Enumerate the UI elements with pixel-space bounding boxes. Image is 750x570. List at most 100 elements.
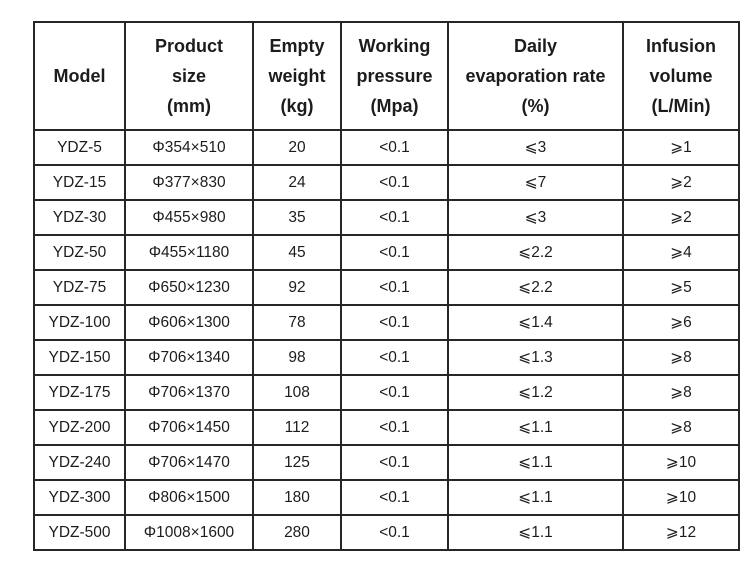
cell-empty-weight: 280 — [252, 514, 342, 551]
cell-working-pressure: <0.1 — [340, 374, 449, 411]
cell-empty-weight: 78 — [252, 304, 342, 341]
header-line: (L/Min) — [651, 96, 711, 116]
header-line: size — [171, 66, 207, 86]
product-spec-table: Model Product size (mm) Empty weight (kg… — [33, 21, 740, 551]
table-row: YDZ-150 Φ706×1340 98 <0.1 ⩽1.3 ⩾8 — [33, 339, 740, 376]
cell-product-size: Φ377×830 — [124, 164, 254, 201]
cell-infusion-volume: ⩾5 — [622, 269, 740, 306]
col-header-working-pressure: Working pressure (Mpa) — [340, 21, 449, 131]
cell-daily-evaporation-rate: ⩽1.4 — [447, 304, 624, 341]
col-header-daily-evaporation-rate: Daily evaporation rate (%) — [447, 21, 624, 131]
table-row: YDZ-5 Φ354×510 20 <0.1 ⩽3 ⩾1 — [33, 129, 740, 166]
table-row: YDZ-75 Φ650×1230 92 <0.1 ⩽2.2 ⩾5 — [33, 269, 740, 306]
header-line: Working — [358, 36, 431, 56]
cell-working-pressure: <0.1 — [340, 269, 449, 306]
cell-daily-evaporation-rate: ⩽7 — [447, 164, 624, 201]
cell-model: YDZ-5 — [33, 129, 126, 166]
cell-working-pressure: <0.1 — [340, 479, 449, 516]
cell-working-pressure: <0.1 — [340, 234, 449, 271]
cell-model: YDZ-100 — [33, 304, 126, 341]
cell-daily-evaporation-rate: ⩽1.1 — [447, 514, 624, 551]
cell-empty-weight: 112 — [252, 409, 342, 446]
cell-infusion-volume: ⩾6 — [622, 304, 740, 341]
table-row: YDZ-500 Φ1008×1600 280 <0.1 ⩽1.1 ⩾12 — [33, 514, 740, 551]
cell-working-pressure: <0.1 — [340, 164, 449, 201]
cell-empty-weight: 35 — [252, 199, 342, 236]
cell-empty-weight: 180 — [252, 479, 342, 516]
table-row: YDZ-175 Φ706×1370 108 <0.1 ⩽1.2 ⩾8 — [33, 374, 740, 411]
table-row: YDZ-300 Φ806×1500 180 <0.1 ⩽1.1 ⩾10 — [33, 479, 740, 516]
cell-model: YDZ-200 — [33, 409, 126, 446]
cell-infusion-volume: ⩾8 — [622, 409, 740, 446]
table-header-row: Model Product size (mm) Empty weight (kg… — [33, 21, 740, 131]
cell-infusion-volume: ⩾2 — [622, 164, 740, 201]
cell-empty-weight: 45 — [252, 234, 342, 271]
cell-model: YDZ-175 — [33, 374, 126, 411]
cell-product-size: Φ706×1370 — [124, 374, 254, 411]
cell-infusion-volume: ⩾10 — [622, 479, 740, 516]
cell-product-size: Φ650×1230 — [124, 269, 254, 306]
col-header-model: Model — [33, 21, 126, 131]
cell-daily-evaporation-rate: ⩽1.1 — [447, 479, 624, 516]
table-row: YDZ-30 Φ455×980 35 <0.1 ⩽3 ⩾2 — [33, 199, 740, 236]
header-line: volume — [649, 66, 713, 86]
cell-daily-evaporation-rate: ⩽3 — [447, 199, 624, 236]
cell-daily-evaporation-rate: ⩽1.2 — [447, 374, 624, 411]
cell-product-size: Φ1008×1600 — [124, 514, 254, 551]
cell-model: YDZ-15 — [33, 164, 126, 201]
table-row: YDZ-100 Φ606×1300 78 <0.1 ⩽1.4 ⩾6 — [33, 304, 740, 341]
cell-product-size: Φ706×1470 — [124, 444, 254, 481]
cell-infusion-volume: ⩾12 — [622, 514, 740, 551]
cell-daily-evaporation-rate: ⩽1.1 — [447, 409, 624, 446]
cell-working-pressure: <0.1 — [340, 339, 449, 376]
cell-daily-evaporation-rate: ⩽1.1 — [447, 444, 624, 481]
cell-working-pressure: <0.1 — [340, 409, 449, 446]
cell-product-size: Φ354×510 — [124, 129, 254, 166]
table-row: YDZ-50 Φ455×1180 45 <0.1 ⩽2.2 ⩾4 — [33, 234, 740, 271]
cell-model: YDZ-150 — [33, 339, 126, 376]
header-line: (%) — [521, 96, 550, 116]
col-header-empty-weight: Empty weight (kg) — [252, 21, 342, 131]
cell-model: YDZ-75 — [33, 269, 126, 306]
header-line: (kg) — [280, 96, 314, 116]
cell-product-size: Φ455×1180 — [124, 234, 254, 271]
col-header-product-size: Product size (mm) — [124, 21, 254, 131]
table-row: YDZ-240 Φ706×1470 125 <0.1 ⩽1.1 ⩾10 — [33, 444, 740, 481]
cell-working-pressure: <0.1 — [340, 199, 449, 236]
cell-infusion-volume: ⩾8 — [622, 374, 740, 411]
header-line: pressure — [356, 66, 433, 86]
cell-infusion-volume: ⩾1 — [622, 129, 740, 166]
cell-product-size: Φ606×1300 — [124, 304, 254, 341]
header-line: weight — [268, 66, 326, 86]
cell-daily-evaporation-rate: ⩽3 — [447, 129, 624, 166]
cell-product-size: Φ706×1340 — [124, 339, 254, 376]
cell-product-size: Φ706×1450 — [124, 409, 254, 446]
cell-working-pressure: <0.1 — [340, 444, 449, 481]
cell-model: YDZ-300 — [33, 479, 126, 516]
header-line: Product — [154, 36, 223, 56]
cell-daily-evaporation-rate: ⩽2.2 — [447, 234, 624, 271]
cell-model: YDZ-500 — [33, 514, 126, 551]
cell-working-pressure: <0.1 — [340, 129, 449, 166]
cell-product-size: Φ455×980 — [124, 199, 254, 236]
cell-empty-weight: 125 — [252, 444, 342, 481]
cell-daily-evaporation-rate: ⩽2.2 — [447, 269, 624, 306]
table-row: YDZ-200 Φ706×1450 112 <0.1 ⩽1.1 ⩾8 — [33, 409, 740, 446]
header-line: Model — [53, 66, 106, 86]
cell-empty-weight: 98 — [252, 339, 342, 376]
cell-infusion-volume: ⩾8 — [622, 339, 740, 376]
cell-infusion-volume: ⩾10 — [622, 444, 740, 481]
cell-model: YDZ-240 — [33, 444, 126, 481]
cell-infusion-volume: ⩾4 — [622, 234, 740, 271]
cell-model: YDZ-50 — [33, 234, 126, 271]
cell-empty-weight: 24 — [252, 164, 342, 201]
header-line: evaporation rate — [465, 66, 606, 86]
header-line: Daily — [513, 36, 558, 56]
cell-infusion-volume: ⩾2 — [622, 199, 740, 236]
header-line: Empty — [269, 36, 325, 56]
cell-model: YDZ-30 — [33, 199, 126, 236]
cell-empty-weight: 108 — [252, 374, 342, 411]
cell-daily-evaporation-rate: ⩽1.3 — [447, 339, 624, 376]
header-line: (Mpa) — [370, 96, 419, 116]
